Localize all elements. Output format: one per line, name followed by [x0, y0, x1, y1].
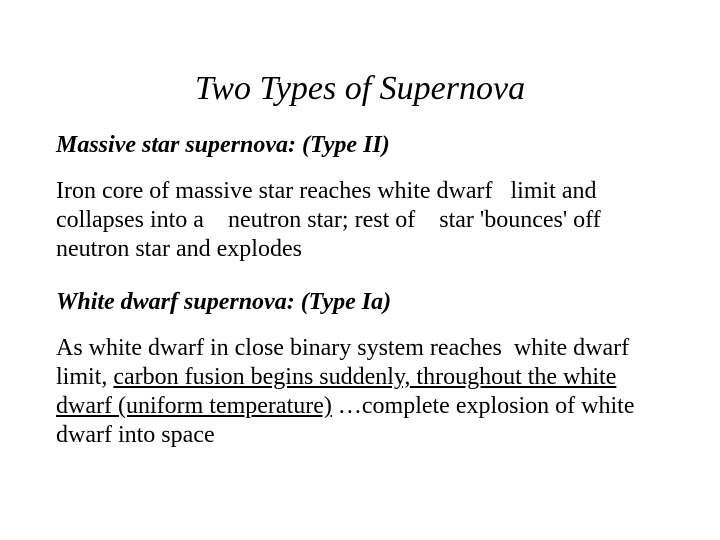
- section2-body: As white dwarf in close binary system re…: [56, 334, 664, 449]
- slide-title: Two Types of Supernova: [56, 70, 664, 108]
- section1-body: Iron core of massive star reaches white …: [56, 177, 664, 263]
- slide-container: Two Types of Supernova Massive star supe…: [0, 0, 720, 540]
- section1-heading: Massive star supernova: (Type II): [56, 132, 664, 159]
- section2-heading: White dwarf supernova: (Type Ia): [56, 289, 664, 316]
